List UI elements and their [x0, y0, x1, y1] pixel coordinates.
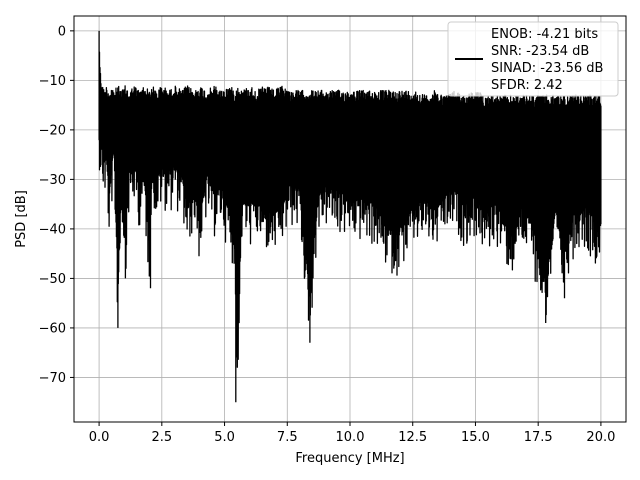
x-tick-label: 17.5	[524, 430, 553, 445]
legend-box	[447, 21, 619, 97]
y-tick-label: −70	[39, 371, 66, 386]
x-tick-label: 0.0	[89, 430, 110, 445]
x-tick-label: 12.5	[398, 430, 427, 445]
x-tick-label: 15.0	[461, 430, 490, 445]
y-axis-label: PSD [dB]	[14, 190, 29, 248]
y-tick-label: −20	[39, 123, 66, 138]
x-tick-label: 2.5	[151, 430, 172, 445]
y-tick-label: 0	[58, 24, 66, 39]
y-tick-label: −50	[39, 272, 66, 287]
legend: ENOB: -4.21 bits SNR: -23.54 dB SINAD: -…	[447, 21, 619, 97]
psd-line	[98, 30, 602, 403]
x-tick-label: 10.0	[336, 430, 365, 445]
x-tick-label: 5.0	[214, 430, 235, 445]
data-series	[98, 30, 602, 403]
legend-line-enob: ENOB: -4.21 bits	[491, 27, 598, 42]
x-axis-label: Frequency [MHz]	[295, 451, 404, 466]
x-tick-label: 20.0	[586, 430, 615, 445]
y-tick-label: −30	[39, 173, 66, 188]
legend-line-snr: SNR: -23.54 dB	[491, 44, 589, 59]
axis-ticks: 0.0 2.5 5.0 7.5 10.0 12.5 15.0 17.5 20.0 0 −10 −20 −…	[39, 24, 616, 445]
legend-line-sinad: SINAD: -23.56 dB	[491, 61, 603, 76]
legend-line-sfdr: SFDR: 2.42	[491, 78, 563, 93]
y-tick-label: −60	[39, 321, 66, 336]
x-tick-label: 7.5	[277, 430, 298, 445]
y-tick-label: −40	[39, 222, 66, 237]
y-tick-label: −10	[39, 74, 66, 89]
